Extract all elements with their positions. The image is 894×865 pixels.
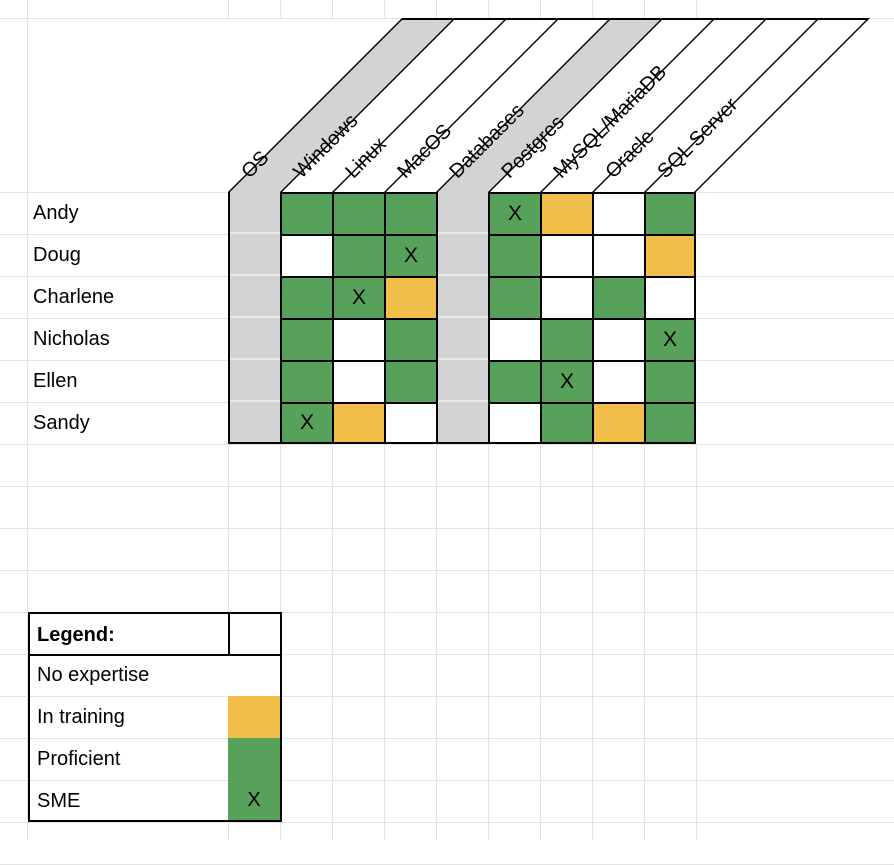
legend-gridline xyxy=(30,738,228,739)
skill-cell[interactable] xyxy=(488,234,540,276)
skill-cell[interactable]: X xyxy=(540,360,592,402)
skill-cell[interactable] xyxy=(332,192,384,234)
skill-cell[interactable]: X xyxy=(488,192,540,234)
skill-cell[interactable] xyxy=(592,234,644,276)
skill-cell[interactable]: X xyxy=(280,402,332,444)
skill-cell[interactable] xyxy=(592,192,644,234)
skill-cell[interactable] xyxy=(540,402,592,444)
legend-gridline xyxy=(30,696,228,697)
row-name-andy[interactable]: Andy xyxy=(33,202,79,224)
skill-cell[interactable] xyxy=(540,234,592,276)
row-name-ellen[interactable]: Ellen xyxy=(33,370,78,392)
sheet-gridline-horizontal xyxy=(0,612,894,613)
sheet-gridline-horizontal xyxy=(0,696,894,697)
skill-cell[interactable] xyxy=(488,360,540,402)
skill-cell[interactable]: X xyxy=(644,318,696,360)
sheet-gridline-vertical xyxy=(592,444,593,840)
skill-cell[interactable] xyxy=(488,402,540,444)
skill-cell[interactable] xyxy=(280,318,332,360)
sheet-gridline-vertical xyxy=(488,444,489,840)
legend-title[interactable]: Legend: xyxy=(37,624,115,646)
sheet-gridline-vertical xyxy=(436,0,437,18)
sheet-gridline-vertical xyxy=(488,0,489,18)
skill-cell[interactable] xyxy=(488,318,540,360)
legend-swatch-proficient[interactable] xyxy=(228,738,280,820)
sheet-gridline-horizontal xyxy=(0,822,894,823)
skill-cell[interactable] xyxy=(332,318,384,360)
row-name-nicholas[interactable]: Nicholas xyxy=(33,328,110,350)
sheet-gridline-vertical xyxy=(696,444,697,840)
legend-gridline xyxy=(30,780,228,781)
skill-cell[interactable] xyxy=(644,402,696,444)
sheet-gridline-vertical xyxy=(384,0,385,18)
sheet-gridline-vertical xyxy=(644,444,645,840)
skill-cell[interactable] xyxy=(540,276,592,318)
row-name-doug[interactable]: Doug xyxy=(33,244,81,266)
skill-cell[interactable] xyxy=(488,276,540,318)
skill-cell[interactable] xyxy=(644,360,696,402)
legend-swatch-no-expertise[interactable] xyxy=(228,656,280,696)
sheet-gridline-horizontal xyxy=(0,654,894,655)
skill-cell[interactable] xyxy=(540,318,592,360)
sheet-gridline-horizontal xyxy=(0,780,894,781)
skill-cell[interactable] xyxy=(592,360,644,402)
skill-cell[interactable] xyxy=(384,360,436,402)
sheet-gridline-vertical xyxy=(540,444,541,840)
skill-cell[interactable] xyxy=(332,360,384,402)
skill-cell[interactable]: X xyxy=(384,234,436,276)
row-name-sandy[interactable]: Sandy xyxy=(33,412,90,434)
skill-cell[interactable] xyxy=(384,276,436,318)
sheet-gridline-horizontal xyxy=(0,570,894,571)
sheet-gridline-vertical xyxy=(332,444,333,840)
skill-cell[interactable] xyxy=(540,192,592,234)
skill-cell[interactable] xyxy=(280,234,332,276)
skill-cell[interactable] xyxy=(644,192,696,234)
skill-cell[interactable] xyxy=(644,234,696,276)
legend-item-proficient[interactable]: Proficient xyxy=(37,748,121,770)
legend-swatch-sme[interactable]: X xyxy=(247,788,261,811)
sheet-gridline-vertical xyxy=(228,0,229,18)
skill-cell[interactable] xyxy=(592,276,644,318)
sheet-gridline-horizontal xyxy=(0,486,894,487)
legend-item-sme[interactable]: SME xyxy=(37,790,81,812)
sheet-gridline-vertical xyxy=(384,444,385,840)
skill-cell[interactable] xyxy=(280,192,332,234)
sheet-gridline-vertical xyxy=(280,0,281,18)
sheet-gridline-vertical xyxy=(436,444,437,840)
legend-item-in-training[interactable]: In training xyxy=(37,706,125,728)
legend-title-divider xyxy=(30,654,280,656)
sheet-gridline-horizontal xyxy=(0,444,894,445)
sheet-gridline-vertical xyxy=(332,0,333,18)
sheet-gridline-vertical xyxy=(27,0,28,840)
sheet-gridline-vertical xyxy=(644,0,645,18)
skill-cell[interactable]: X xyxy=(332,276,384,318)
legend-swatch-in-training[interactable] xyxy=(228,696,280,738)
legend-item-no-expertise[interactable]: No expertise xyxy=(37,664,150,686)
skill-cell[interactable] xyxy=(592,402,644,444)
skill-cell[interactable] xyxy=(332,402,384,444)
legend-title-column-divider xyxy=(228,614,230,654)
sheet-gridline-vertical xyxy=(540,0,541,18)
legend: Legend: No expertise In training Profici… xyxy=(28,612,282,822)
skill-cell[interactable] xyxy=(280,360,332,402)
group-spacer-column-os[interactable] xyxy=(228,192,280,444)
group-spacer-column-databases[interactable] xyxy=(436,192,488,444)
sheet-gridline-horizontal xyxy=(0,738,894,739)
skill-cell[interactable] xyxy=(280,276,332,318)
sheet-gridline-vertical xyxy=(696,0,697,18)
skill-cell[interactable] xyxy=(644,276,696,318)
skill-cell[interactable] xyxy=(384,402,436,444)
skill-cell[interactable] xyxy=(384,192,436,234)
sheet-gridline-horizontal xyxy=(0,528,894,529)
skill-cell[interactable] xyxy=(384,318,436,360)
row-name-charlene[interactable]: Charlene xyxy=(33,286,115,308)
skill-cell[interactable] xyxy=(592,318,644,360)
sheet-gridline-vertical xyxy=(592,0,593,18)
skill-cell[interactable] xyxy=(332,234,384,276)
